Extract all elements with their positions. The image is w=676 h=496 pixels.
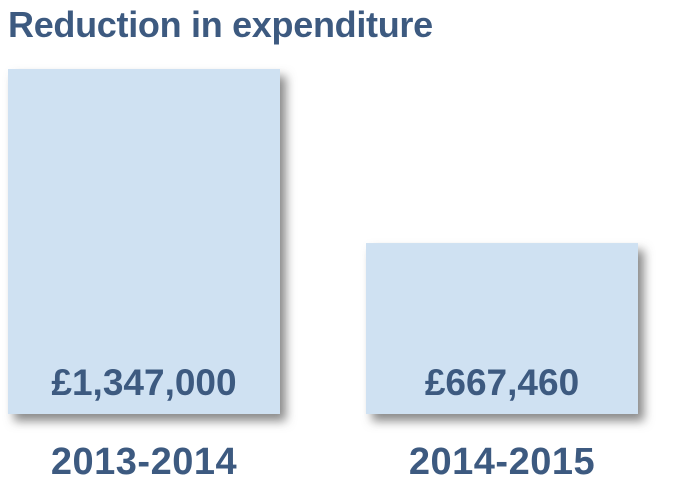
value-label: £667,460 <box>425 362 579 403</box>
category-label: 2013-2014 <box>51 441 237 483</box>
value-labels-group: £1,347,000 £667,460 <box>51 362 579 403</box>
bars-group <box>8 69 638 414</box>
bar-2014-2015 <box>366 243 638 414</box>
value-label: £1,347,000 <box>51 362 236 403</box>
category-labels-group: 2013-2014 2014-2015 <box>51 441 595 483</box>
bar-2013-2014 <box>8 69 280 414</box>
chart-title: Reduction in expenditure <box>8 4 433 45</box>
category-label: 2014-2015 <box>409 441 595 483</box>
